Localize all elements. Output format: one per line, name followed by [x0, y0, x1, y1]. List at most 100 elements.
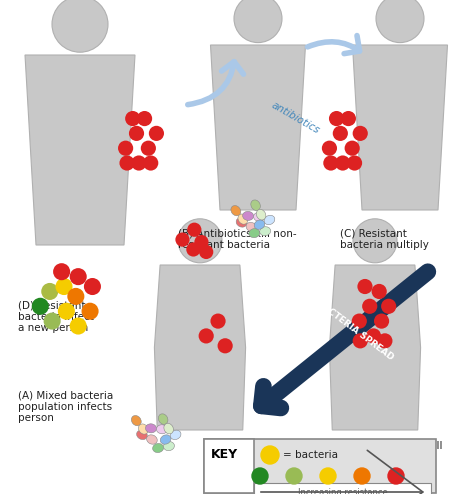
Circle shape: [341, 111, 356, 126]
Circle shape: [70, 268, 87, 285]
Circle shape: [125, 111, 140, 126]
Circle shape: [67, 288, 84, 305]
Circle shape: [32, 298, 49, 315]
Text: Increasing resistance: Increasing resistance: [298, 488, 388, 494]
Ellipse shape: [137, 430, 147, 440]
Circle shape: [377, 333, 392, 348]
Circle shape: [175, 233, 190, 247]
Ellipse shape: [138, 424, 148, 434]
Circle shape: [137, 111, 152, 126]
Circle shape: [286, 468, 302, 484]
FancyArrowPatch shape: [188, 62, 244, 105]
Circle shape: [82, 303, 99, 320]
Polygon shape: [329, 265, 420, 430]
Circle shape: [41, 283, 58, 300]
Circle shape: [234, 0, 282, 42]
Text: antibiotics: antibiotics: [269, 100, 321, 136]
Ellipse shape: [260, 227, 271, 236]
Circle shape: [252, 468, 268, 484]
FancyArrowPatch shape: [261, 272, 428, 408]
Ellipse shape: [146, 424, 156, 433]
Ellipse shape: [153, 444, 164, 453]
Circle shape: [118, 141, 133, 156]
Circle shape: [70, 318, 87, 334]
Circle shape: [186, 243, 201, 256]
Text: (C) Resistant
bacteria multiply: (C) Resistant bacteria multiply: [340, 228, 429, 249]
Circle shape: [52, 0, 108, 52]
Circle shape: [353, 333, 368, 348]
Circle shape: [376, 0, 424, 42]
Polygon shape: [210, 45, 306, 210]
Circle shape: [381, 299, 396, 314]
Text: (E) Antibiotics fail to kill
resistant bacteria: (E) Antibiotics fail to kill resistant b…: [318, 440, 443, 461]
Circle shape: [149, 126, 164, 141]
Ellipse shape: [146, 435, 157, 444]
Ellipse shape: [158, 414, 168, 424]
Ellipse shape: [246, 222, 257, 232]
Ellipse shape: [164, 442, 174, 451]
Polygon shape: [25, 55, 135, 245]
Ellipse shape: [160, 435, 171, 444]
Circle shape: [119, 156, 135, 170]
Circle shape: [210, 314, 226, 329]
Circle shape: [353, 219, 397, 263]
Circle shape: [199, 329, 214, 343]
Circle shape: [141, 141, 156, 156]
Ellipse shape: [243, 211, 254, 220]
Ellipse shape: [236, 218, 247, 227]
Circle shape: [194, 235, 209, 249]
FancyBboxPatch shape: [204, 439, 254, 493]
Ellipse shape: [264, 215, 275, 225]
Circle shape: [345, 141, 360, 156]
Text: = bacteria: = bacteria: [283, 450, 338, 460]
Circle shape: [357, 279, 373, 294]
Circle shape: [374, 314, 389, 329]
Circle shape: [388, 468, 404, 484]
Ellipse shape: [156, 425, 167, 434]
Circle shape: [44, 313, 61, 329]
Text: KEY: KEY: [211, 448, 238, 461]
Circle shape: [329, 111, 344, 126]
Circle shape: [354, 468, 370, 484]
Circle shape: [187, 223, 201, 237]
Circle shape: [320, 468, 336, 484]
Circle shape: [362, 299, 377, 314]
FancyArrowPatch shape: [308, 36, 360, 54]
Circle shape: [347, 156, 362, 170]
Ellipse shape: [164, 423, 173, 434]
Circle shape: [178, 219, 222, 263]
Circle shape: [366, 329, 381, 343]
Circle shape: [352, 314, 367, 329]
Circle shape: [84, 278, 101, 295]
Ellipse shape: [254, 212, 264, 221]
Circle shape: [372, 284, 387, 299]
Text: (A) Mixed bacteria
population infects
person: (A) Mixed bacteria population infects pe…: [18, 390, 113, 423]
Text: BACTERIA SPREAD: BACTERIA SPREAD: [315, 298, 395, 362]
Circle shape: [261, 446, 279, 464]
Circle shape: [129, 126, 144, 141]
Circle shape: [55, 278, 73, 295]
Circle shape: [199, 245, 213, 259]
FancyBboxPatch shape: [254, 483, 431, 494]
Ellipse shape: [251, 200, 260, 210]
Ellipse shape: [231, 206, 241, 216]
Text: (D) Resistant
bacteria infect
a new person: (D) Resistant bacteria infect a new pers…: [18, 300, 94, 333]
Circle shape: [353, 126, 368, 141]
Ellipse shape: [170, 430, 181, 440]
Polygon shape: [353, 45, 447, 210]
Circle shape: [218, 338, 233, 353]
Ellipse shape: [238, 214, 248, 224]
Circle shape: [143, 156, 158, 170]
Circle shape: [58, 303, 75, 320]
FancyBboxPatch shape: [204, 439, 436, 493]
Ellipse shape: [256, 209, 266, 220]
Circle shape: [333, 126, 348, 141]
Ellipse shape: [249, 229, 260, 238]
Circle shape: [335, 156, 350, 170]
Circle shape: [322, 141, 337, 156]
Circle shape: [131, 156, 146, 170]
Circle shape: [53, 263, 70, 280]
Ellipse shape: [254, 220, 265, 229]
Text: (B) Antibiotics kill non-
resistant bacteria: (B) Antibiotics kill non- resistant bact…: [178, 228, 297, 249]
Circle shape: [323, 156, 338, 170]
